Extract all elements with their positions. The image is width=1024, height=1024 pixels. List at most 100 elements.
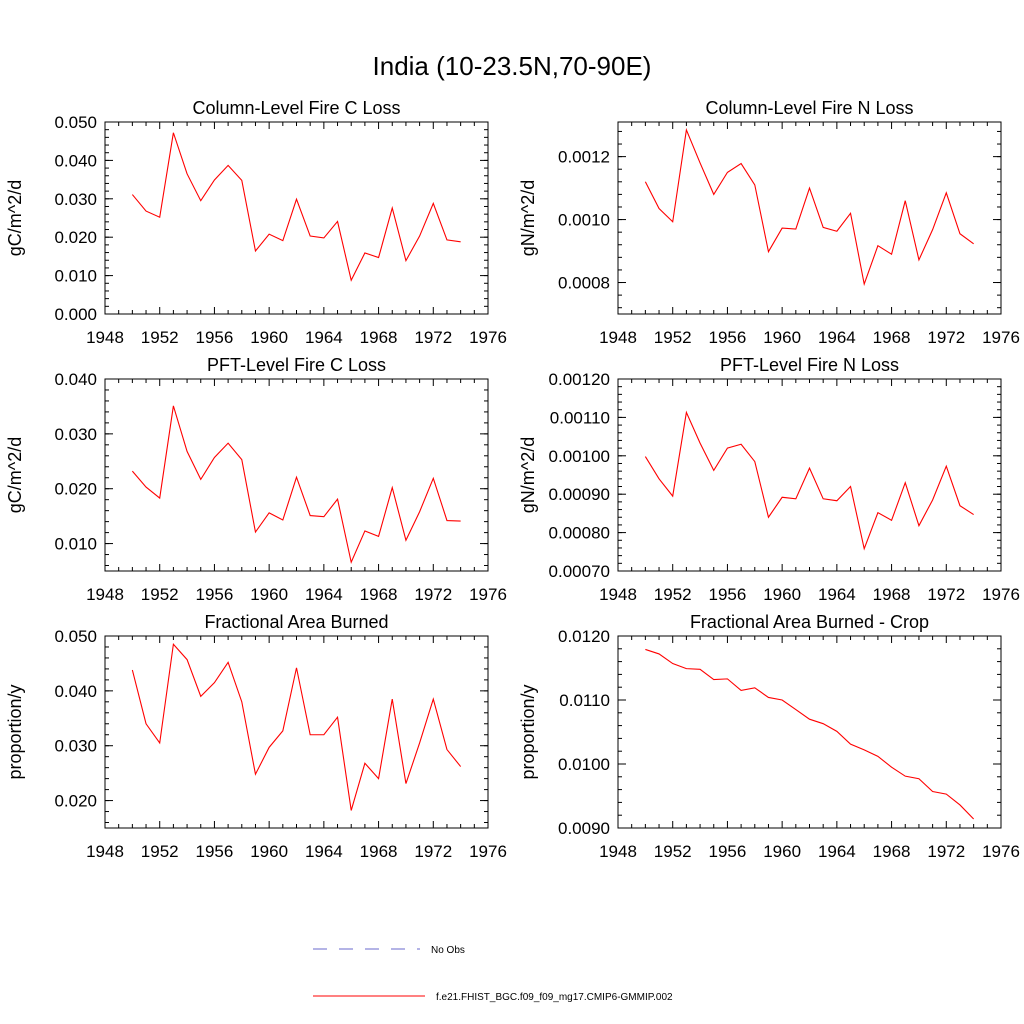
y-tick-label: 0.0090 <box>558 819 610 838</box>
y-tick-label: 0.030 <box>54 190 97 209</box>
y-axis-label: proportion/y <box>518 684 538 779</box>
x-tick-label: 1960 <box>763 328 801 347</box>
y-axis-label: gC/m^2/d <box>5 180 25 256</box>
chart-title: PFT-Level Fire N Loss <box>720 355 899 375</box>
plot-frame <box>104 121 489 315</box>
y-tick-label: 0.040 <box>54 370 97 389</box>
x-tick-label: 1952 <box>141 842 179 861</box>
x-tick-label: 1960 <box>763 842 801 861</box>
panels: Column-Level Fire C Loss gC/m^2/d 1948 1952… <box>5 98 1020 861</box>
plot-frame <box>104 378 489 572</box>
y-tick-label: 0.0012 <box>558 148 610 167</box>
chart-title: PFT-Level Fire C Loss <box>207 355 386 375</box>
y-tick-label: 0.030 <box>54 425 97 444</box>
x-tick-label: 1976 <box>982 842 1020 861</box>
legend-label-1: No Obs <box>431 945 465 956</box>
chart-panel-2: Column-Level Fire N Loss gN/m^2/d 1948 1952… <box>518 98 1020 347</box>
x-tick-label: 1952 <box>654 585 692 604</box>
x-tick-label: 1968 <box>360 328 398 347</box>
y-tick-label: 0.00100 <box>549 447 610 466</box>
y-tick-label: 0.010 <box>54 267 97 286</box>
x-tick-label: 1972 <box>927 328 965 347</box>
y-tick-label: 0.020 <box>54 480 97 499</box>
x-tick-label: 1948 <box>599 328 637 347</box>
y-tick-label: 0.020 <box>54 228 97 247</box>
y-tick-label: 0.0120 <box>558 627 610 646</box>
plot-frame <box>104 635 489 829</box>
x-tick-label: 1948 <box>86 585 124 604</box>
x-tick-label: 1956 <box>196 585 234 604</box>
x-tick-label: 1968 <box>360 585 398 604</box>
x-tick-label: 1956 <box>196 328 234 347</box>
x-tick-label: 1968 <box>873 585 911 604</box>
chart-title: Column-Level Fire C Loss <box>192 98 400 118</box>
y-tick-label: 0.00090 <box>549 485 610 504</box>
x-tick-label: 1948 <box>86 328 124 347</box>
y-tick-label: 0.040 <box>54 151 97 170</box>
chart-title: Column-Level Fire N Loss <box>705 98 913 118</box>
x-tick-label: 1964 <box>305 585 343 604</box>
chart-title: Fractional Area Burned - Crop <box>690 612 929 632</box>
chart-title: Fractional Area Burned <box>204 612 388 632</box>
y-axis-label: proportion/y <box>5 684 25 779</box>
x-tick-label: 1948 <box>599 585 637 604</box>
y-tick-label: 0.050 <box>54 627 97 646</box>
chart-panel-5: Fractional Area Burned proportion/y 1948 19… <box>5 612 507 861</box>
x-tick-label: 1952 <box>654 328 692 347</box>
series-line <box>644 410 974 551</box>
x-tick-label: 1960 <box>763 585 801 604</box>
plot-frame <box>617 378 1002 572</box>
series-line <box>131 405 461 564</box>
y-tick-label: 0.00120 <box>549 370 610 389</box>
x-tick-label: 1976 <box>982 585 1020 604</box>
y-tick-label: 0.0010 <box>558 211 610 230</box>
figure-title: India (10-23.5N,70-90E) <box>373 51 652 81</box>
series-line <box>644 127 974 287</box>
x-tick-label: 1964 <box>818 328 856 347</box>
y-tick-label: 0.0008 <box>558 274 610 293</box>
x-tick-label: 1972 <box>414 585 452 604</box>
x-tick-label: 1952 <box>141 585 179 604</box>
x-tick-label: 1976 <box>469 328 507 347</box>
x-tick-label: 1964 <box>818 842 856 861</box>
x-tick-label: 1972 <box>414 842 452 861</box>
x-tick-label: 1964 <box>305 328 343 347</box>
y-tick-label: 0.020 <box>54 792 97 811</box>
chart-panel-1: Column-Level Fire C Loss gC/m^2/d 1948 1952… <box>5 98 507 347</box>
y-tick-label: 0.00080 <box>549 524 610 543</box>
y-tick-label: 0.010 <box>54 535 97 554</box>
x-tick-label: 1972 <box>927 585 965 604</box>
x-tick-label: 1952 <box>141 328 179 347</box>
x-tick-label: 1960 <box>250 585 288 604</box>
y-tick-label: 0.0100 <box>558 755 610 774</box>
x-tick-label: 1956 <box>709 842 747 861</box>
x-tick-label: 1968 <box>360 842 398 861</box>
x-tick-label: 1968 <box>873 328 911 347</box>
plot-frame <box>617 121 1002 315</box>
x-tick-label: 1956 <box>709 585 747 604</box>
chart-panel-3: PFT-Level Fire C Loss gC/m^2/d 1948 1952 195… <box>5 355 507 604</box>
series-line <box>131 642 462 811</box>
chart-panel-6: Fractional Area Burned - Crop proportion/… <box>518 612 1020 861</box>
y-axis-label: gC/m^2/d <box>5 437 25 513</box>
x-tick-label: 1952 <box>654 842 692 861</box>
chart-panel-4: PFT-Level Fire N Loss gN/m^2/d 1948 1952 195… <box>518 355 1020 604</box>
legend-label-2: f.e21.FHIST_BGC.f09_f09_mg17.CMIP6-GMMIP… <box>436 992 673 1003</box>
y-axis-label: gN/m^2/d <box>518 437 538 513</box>
x-tick-label: 1976 <box>982 328 1020 347</box>
legend: No Obs f.e21.FHIST_BGC.f09_f09_mg17.CMIP6… <box>313 945 673 1003</box>
x-tick-label: 1972 <box>927 842 965 861</box>
y-tick-label: 0.040 <box>54 682 97 701</box>
x-tick-label: 1976 <box>469 585 507 604</box>
x-tick-label: 1956 <box>196 842 234 861</box>
series-line <box>645 648 975 820</box>
x-tick-label: 1976 <box>469 842 507 861</box>
x-tick-label: 1956 <box>709 328 747 347</box>
x-tick-label: 1960 <box>250 842 288 861</box>
x-tick-label: 1948 <box>599 842 637 861</box>
series-line <box>131 132 461 282</box>
x-tick-label: 1960 <box>250 328 288 347</box>
y-tick-label: 0.050 <box>54 113 97 132</box>
x-tick-label: 1972 <box>414 328 452 347</box>
